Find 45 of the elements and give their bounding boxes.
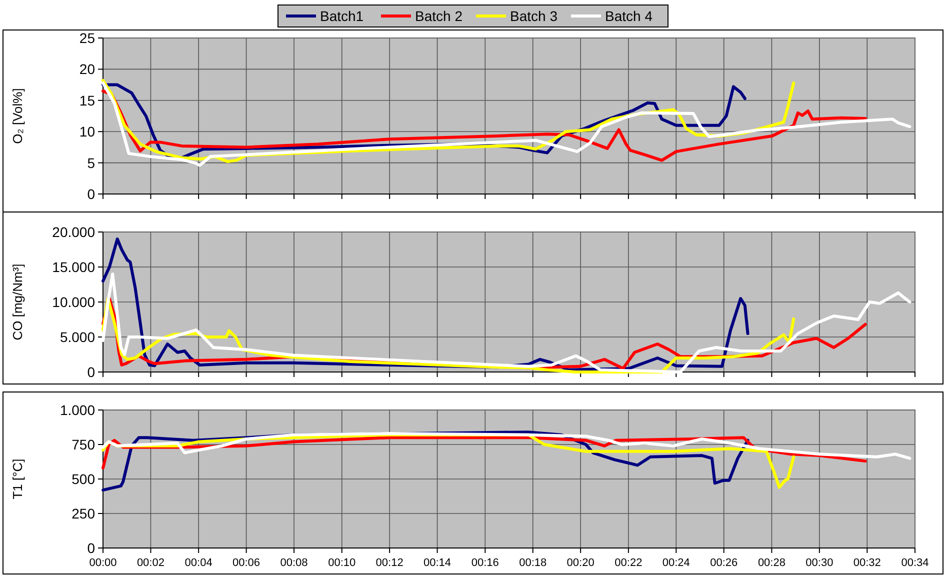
x-tick-label: 00:28 <box>758 557 786 569</box>
x-tick-label: 00:16 <box>471 557 499 569</box>
x-tick-label: 00:04 <box>184 557 212 569</box>
line-series <box>102 81 912 167</box>
x-tick-label: 00:12 <box>376 557 404 569</box>
x-tick-label: 00:30 <box>806 557 834 569</box>
x-tick-label: 00:18 <box>519 557 547 569</box>
y-tick-label: 20 <box>79 61 96 78</box>
y-axis-title: CO [mg/Nm³] <box>10 264 25 340</box>
x-tick-label: 00:24 <box>662 557 690 569</box>
y-axis-title: T1 [°C] <box>10 458 25 500</box>
x-tick-label: 00:34 <box>901 557 929 569</box>
x-tick-label: 00:20 <box>566 557 594 569</box>
y-tick-label: 0 <box>87 540 96 556</box>
legend-label: Batch 3 <box>510 8 558 24</box>
y-tick-label: 15.000 <box>52 259 96 275</box>
legend-label: Batch1 <box>320 8 364 24</box>
x-tick-label: 00:26 <box>710 557 738 569</box>
x-tick-label: 00:14 <box>424 557 452 569</box>
line-series <box>102 90 867 162</box>
legend-label: Batch 4 <box>605 8 653 24</box>
y-tick-label: 15 <box>79 92 96 108</box>
y-tick-label: 750 <box>72 436 96 452</box>
x-tick-label: 00:06 <box>232 557 260 569</box>
y-tick-label: 250 <box>72 506 96 522</box>
y-tick-label: 0 <box>87 186 96 202</box>
x-tick-label: 00:22 <box>614 557 642 569</box>
x-tick-label: 00:08 <box>280 557 308 569</box>
x-tick-label: 00:10 <box>328 557 356 569</box>
y-tick-label: 500 <box>72 471 96 487</box>
x-tick-label: 00:00 <box>89 557 117 569</box>
x-tick-label: 00:02 <box>136 557 164 569</box>
y-axis-title: O₂ [Vol%] <box>10 88 25 144</box>
x-tick-label: 00:32 <box>853 557 881 569</box>
legend-label: Batch 2 <box>415 8 463 24</box>
y-tick-label: 10 <box>79 124 96 140</box>
line-series <box>102 432 912 460</box>
line-series <box>102 272 912 374</box>
y-tick-label: 10.000 <box>52 294 96 310</box>
y-tick-label: 0 <box>87 364 96 380</box>
y-tick-label: 5.000 <box>60 329 96 345</box>
y-tick-label: 5 <box>87 154 96 171</box>
y-tick-label: 1.000 <box>60 402 96 418</box>
y-tick-label: 25 <box>79 30 96 46</box>
y-tick-label: 20.000 <box>52 224 96 240</box>
